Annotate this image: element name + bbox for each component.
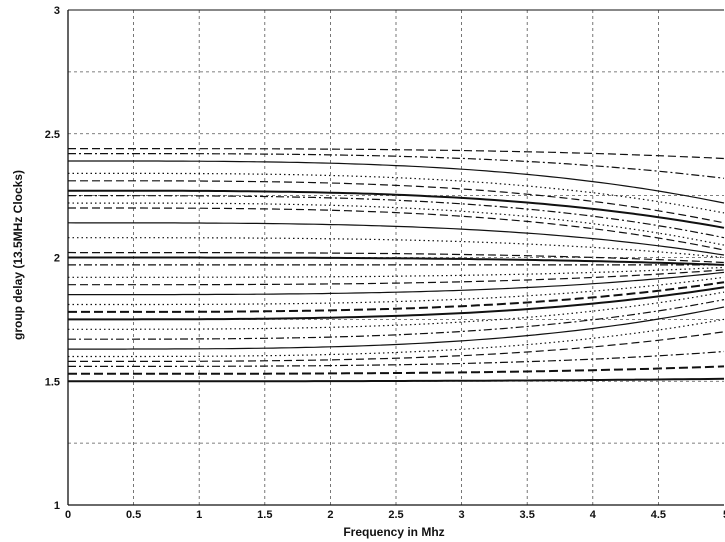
x-tick-label: 4 xyxy=(590,509,597,521)
y-axis-label: group delay (13.5MHz Clocks) xyxy=(11,170,25,340)
series-line-28 xyxy=(68,379,724,382)
y-tick-label: 2.5 xyxy=(45,129,60,141)
y-tick-label: 1.5 xyxy=(45,376,60,388)
x-tick-label: 3 xyxy=(459,509,465,521)
x-tick-label: 0 xyxy=(65,509,71,521)
x-tick-label: 3.5 xyxy=(520,509,535,521)
y-tick-label: 1 xyxy=(54,500,60,512)
x-tick-label: 2 xyxy=(327,509,333,521)
x-tick-labels: 00.511.522.533.544.55 xyxy=(65,509,725,521)
x-tick-label: 1 xyxy=(196,509,202,521)
x-tick-label: 0.5 xyxy=(126,509,141,521)
x-axis-label: Frequency in Mhz xyxy=(343,525,444,539)
x-tick-label: 2.5 xyxy=(388,509,403,521)
y-tick-labels: 1 1.5 2 2.5 3 xyxy=(45,5,60,512)
x-tick-label: 1.5 xyxy=(257,509,272,521)
y-tick-label: 3 xyxy=(54,5,60,17)
y-tick-label: 2 xyxy=(54,253,60,265)
x-tick-label: 4.5 xyxy=(651,509,666,521)
